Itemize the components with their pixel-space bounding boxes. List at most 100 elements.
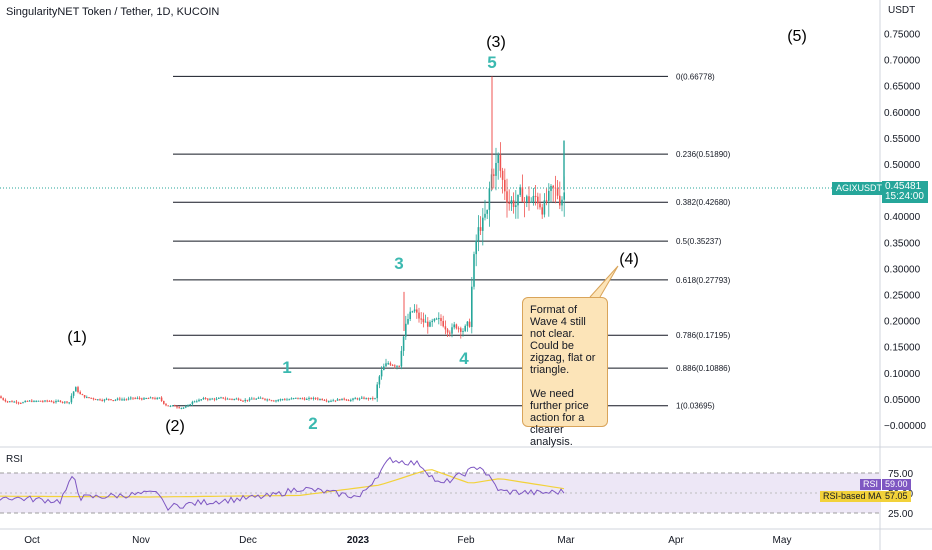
candle-body [191, 401, 194, 405]
candle-body [2, 398, 4, 400]
fib-level-label: 0.236(0.51890) [676, 150, 731, 159]
rsi-axis-tick: 75.00 [888, 469, 913, 480]
candle-body [356, 398, 359, 400]
candle-body [530, 201, 532, 203]
candle-body [13, 401, 15, 403]
candle-body [499, 155, 502, 171]
candle-body [352, 398, 354, 400]
candle-body [156, 398, 158, 400]
fib-level-label: 0.382(0.42680) [676, 198, 731, 207]
candle-body [20, 402, 22, 404]
candle-body [288, 399, 290, 401]
candle-body [169, 405, 172, 407]
candle-body [167, 405, 169, 407]
candle-body [317, 398, 319, 400]
candle-body [215, 398, 218, 400]
candle-body [222, 397, 224, 399]
candle-body [103, 399, 106, 401]
fib-level-label: 0(0.66778) [676, 72, 715, 81]
candle-body [15, 401, 18, 403]
fib-level-label: 1(0.03695) [676, 402, 715, 411]
candle-body [471, 286, 473, 327]
candle-body [446, 329, 449, 333]
candle-body [541, 207, 543, 215]
candle-body [268, 399, 271, 401]
candle-body [512, 200, 515, 207]
price-axis-tick: 0.60000 [884, 108, 921, 119]
candle-body [361, 397, 363, 399]
candle-body [110, 399, 112, 401]
candle-body [433, 318, 436, 321]
rsi-ma-value-badge: 57.05 [882, 491, 911, 502]
candle-body [88, 397, 90, 399]
candle-body [550, 185, 552, 191]
candle-body [26, 400, 29, 402]
candle-body [105, 398, 108, 400]
candle-body [339, 399, 341, 401]
candle-body [328, 400, 330, 402]
analysis-note[interactable]: Format of Wave 4 still not clear. Could … [522, 297, 608, 448]
candle-body [55, 400, 57, 403]
candle-body [561, 199, 563, 206]
rsi-pane-label[interactable]: RSI [6, 454, 23, 465]
candle-body [275, 400, 277, 402]
candle-body [152, 397, 154, 399]
candle-body [262, 397, 264, 399]
candle-body [279, 399, 282, 401]
candle-body [79, 392, 81, 395]
candle-body [224, 398, 227, 400]
candle-body [185, 406, 187, 408]
candle-body [72, 391, 75, 396]
candle-body [330, 400, 332, 402]
candle-body [213, 398, 216, 400]
candle-body [323, 399, 326, 401]
candle-body [292, 398, 295, 400]
candle-body [554, 187, 557, 189]
time-axis-tick: May [773, 535, 792, 546]
candle-body [486, 209, 488, 214]
candle-body [545, 200, 548, 202]
candle-body [380, 370, 383, 377]
candle-body [422, 318, 425, 323]
price-axis-tick: 0.70000 [884, 56, 921, 67]
candle-body [154, 398, 156, 400]
candle-body [218, 397, 220, 399]
time-axis-tick: 2023 [347, 535, 370, 546]
candle-body [413, 309, 416, 312]
candle-body [347, 400, 350, 402]
candle-body [475, 240, 477, 255]
candle-body [484, 213, 486, 218]
candle-body [391, 364, 394, 366]
candle-body [517, 194, 519, 206]
candle-body [451, 327, 453, 334]
wave-label-minor: 4 [459, 349, 469, 368]
candle-body [286, 399, 288, 401]
candle-body [94, 399, 97, 401]
candle-body [427, 321, 429, 327]
candle-body [431, 320, 433, 323]
candle-body [479, 227, 482, 231]
candle-body [372, 397, 374, 399]
candle-body [508, 202, 510, 204]
candle-body [119, 398, 121, 400]
chart-title: SingularityNET Token / Tether, 1D, KUCOI… [6, 6, 220, 18]
candle-body [495, 162, 497, 176]
price-axis-tick: 0.30000 [884, 264, 921, 275]
candle-body [176, 406, 178, 408]
candle-body [174, 405, 176, 407]
time-axis-tick: Mar [557, 535, 575, 546]
candle-body [438, 318, 440, 320]
candle-body [231, 398, 233, 400]
candle-body [532, 195, 535, 202]
candle-body [358, 398, 361, 400]
candle-body [70, 395, 73, 403]
time-axis-tick: Feb [457, 535, 475, 546]
candle-body [92, 398, 95, 400]
candle-body [123, 399, 125, 401]
current-price-value: 0.45481 [885, 181, 922, 192]
candle-body [17, 402, 20, 404]
candle-body [409, 311, 411, 320]
candle-body [299, 398, 301, 400]
candle-body [400, 350, 403, 367]
